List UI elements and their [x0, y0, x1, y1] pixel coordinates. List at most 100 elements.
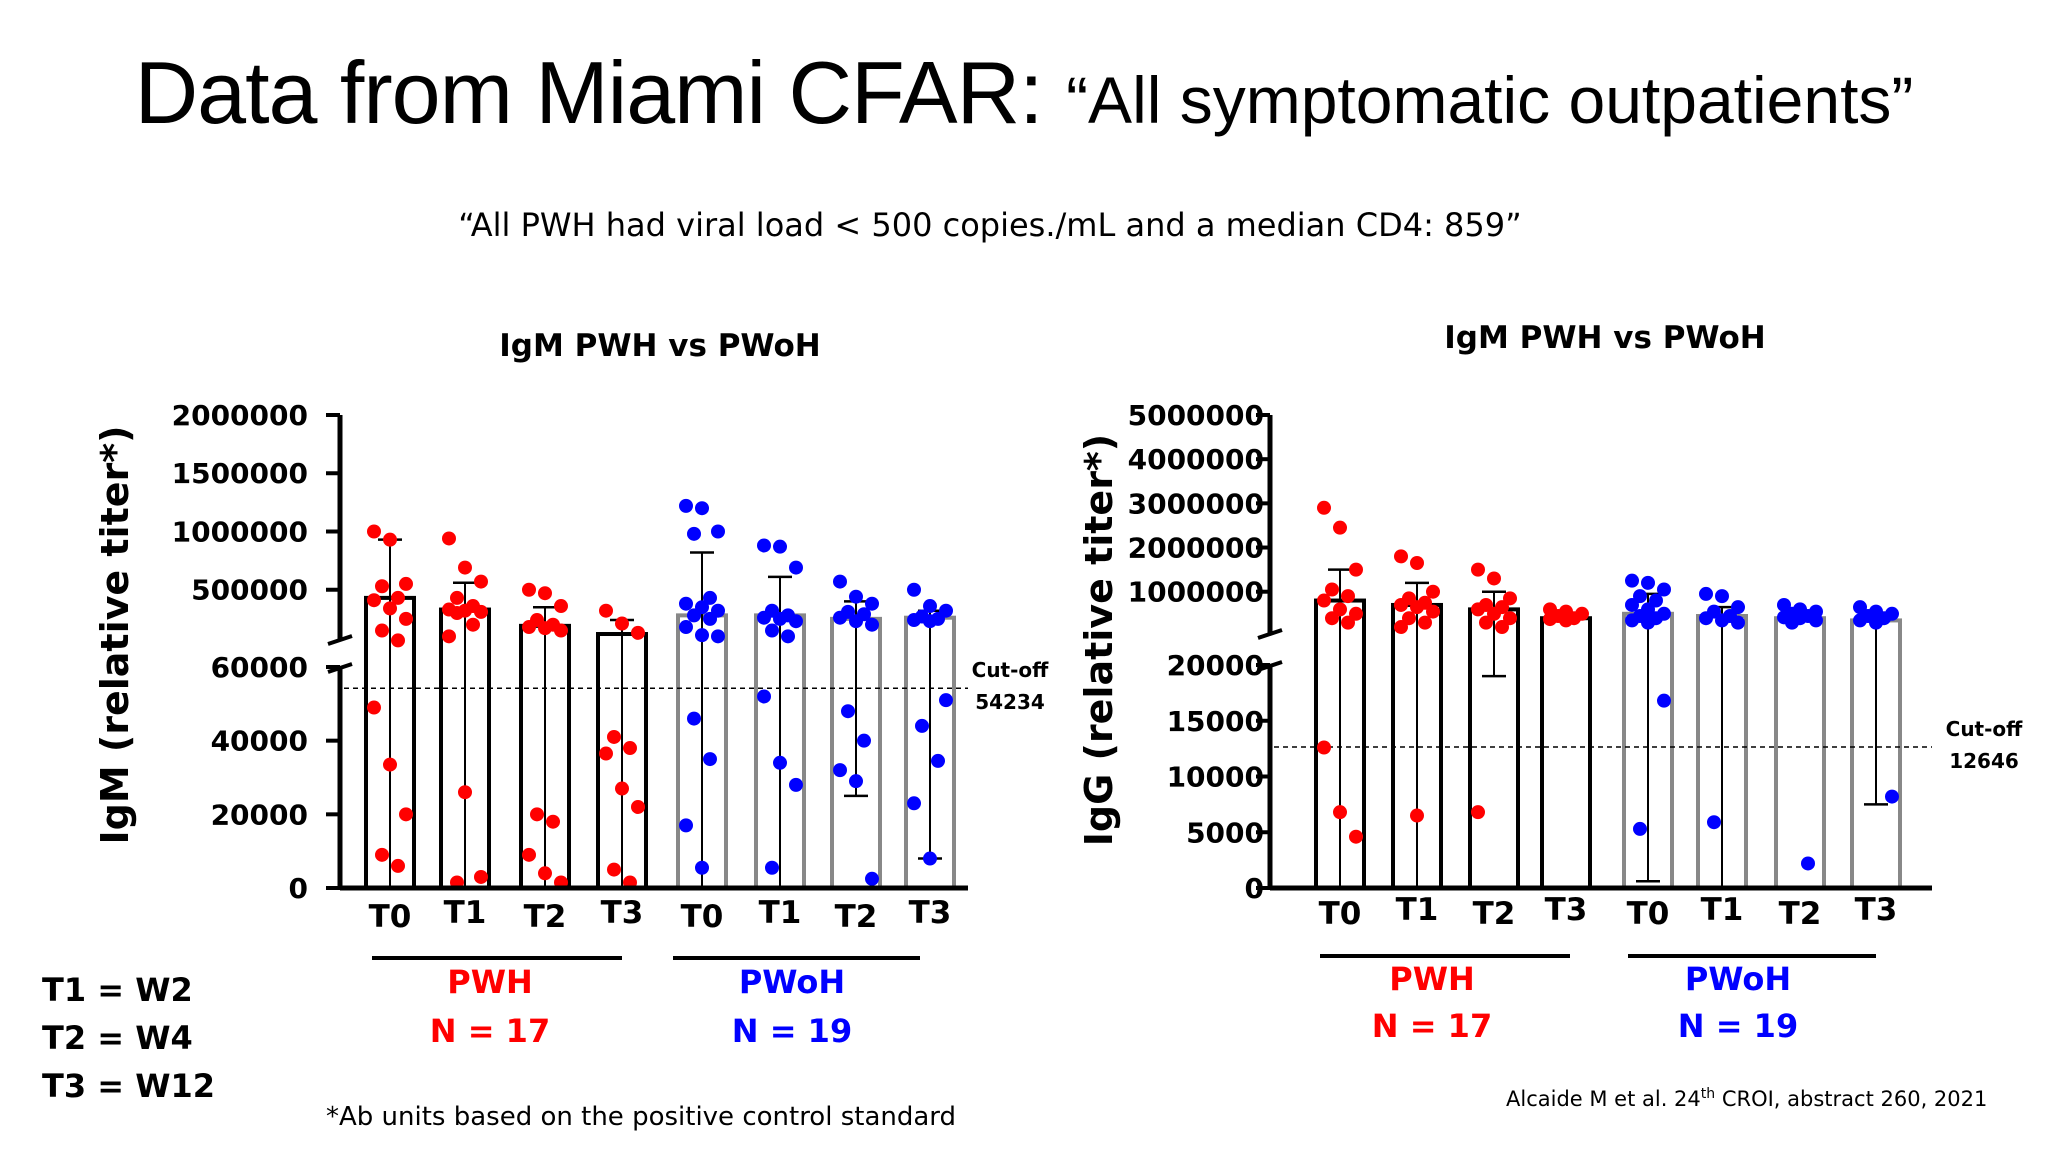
slide-title-quote: “All symptomatic outpatients”	[1066, 63, 1914, 137]
chart1-point-0-3	[375, 579, 389, 594]
chart1-xtick-label-2: T2	[524, 899, 567, 935]
chart1-point-4-10	[679, 620, 693, 635]
chart2-cutoff-label: Cut-off	[1946, 717, 2024, 741]
chart1-yaxis-break-top	[327, 634, 353, 646]
chart2-ytick-label-upper-1: 2000000	[1128, 532, 1264, 565]
chart1-point-6-1	[849, 589, 863, 604]
chart1-point-3-8	[607, 862, 621, 877]
chart2-ytick-label-upper-3: 4000000	[1128, 443, 1264, 476]
chart1-point-3-6	[615, 781, 629, 796]
chart1-point-7-11	[923, 851, 937, 866]
citation-sup: th	[1700, 1086, 1716, 1102]
chart1-point-5-5	[757, 610, 771, 625]
timepoint-legend: T1 = W2 T2 = W4 T3 = W12	[42, 966, 215, 1110]
chart2-group-label-1: PWoH	[1685, 960, 1791, 998]
chart1-point-0-11	[383, 757, 397, 772]
chart1-point-1-0	[442, 531, 456, 546]
chart1-title: IgM PWH vs PWoH	[499, 328, 821, 364]
chart1-point-4-15	[679, 818, 693, 833]
chart2-xtick-label-6: T2	[1779, 896, 1822, 932]
chart2-point-7-5	[1853, 613, 1867, 628]
chart2-point-1-6	[1410, 600, 1424, 615]
chart1-point-1-12	[474, 869, 488, 884]
chart1-point-1-11	[458, 785, 472, 800]
chart2-point-1-5	[1394, 597, 1408, 612]
chart1-point-7-1	[923, 599, 937, 614]
chart2-point-0-1	[1333, 520, 1347, 535]
chart2-point-4-13	[1633, 821, 1647, 836]
chart1-point-5-2	[789, 560, 803, 575]
chart1-point-6-2	[865, 596, 879, 611]
chart1-point-6-9	[857, 733, 871, 748]
chart1-xtick-label-0: T0	[369, 899, 412, 935]
chart1-point-2-6	[538, 621, 552, 636]
chart2-point-7-6	[1869, 615, 1883, 630]
chart2-ytick-label-lower-2: 10000	[1167, 761, 1264, 794]
chart2-point-6-8	[1785, 615, 1799, 630]
chart2-point-2-8	[1479, 615, 1493, 630]
chart1-point-6-7	[865, 617, 879, 632]
chart2-point-2-5	[1471, 602, 1485, 617]
chart2-xtick-label-4: T0	[1627, 896, 1670, 932]
chart1-point-2-10	[522, 847, 536, 862]
chart2-ylabel: IgG (relative titer*)	[1077, 434, 1121, 846]
chart1-point-1-1	[458, 560, 472, 575]
chart1-point-0-13	[375, 847, 389, 862]
chart1-cutoff-value: 54234	[975, 690, 1045, 714]
chart2-cutoff-value: 12646	[1949, 749, 2019, 773]
chart1-point-4-4	[703, 590, 717, 605]
chart1-xtick-label-7: T3	[909, 895, 952, 931]
chart1-point-1-10	[442, 629, 456, 644]
chart2-point-5-7	[1731, 615, 1745, 630]
chart1-point-0-9	[391, 633, 405, 648]
chart1-point-2-7	[554, 623, 568, 638]
citation-text: Alcaide M et al. 24	[1506, 1087, 1701, 1111]
chart1-point-6-5	[833, 610, 847, 625]
chart1-ytick-label-upper-3: 2000000	[172, 399, 308, 432]
chart1-point-4-3	[687, 526, 701, 541]
chart1-point-0-14	[391, 858, 405, 873]
footnote: *Ab units based on the positive control …	[326, 1102, 957, 1132]
chart2-group-n-1: N = 19	[1678, 1007, 1798, 1045]
chart2-point-0-5	[1317, 593, 1331, 608]
chart2-point-2-10	[1471, 805, 1485, 820]
chart2-point-0-12	[1349, 829, 1363, 844]
chart2-point-1-2	[1426, 584, 1440, 599]
chart1-point-1-8	[450, 606, 464, 621]
chart1-group-label-0: PWH	[447, 963, 533, 1001]
chart2-bar-6	[1774, 616, 1826, 890]
chart2-point-5-1	[1715, 589, 1729, 604]
chart1-point-2-0	[522, 582, 536, 597]
chart2-point-5-6	[1715, 613, 1729, 628]
chart2-point-5-0	[1699, 586, 1713, 601]
chart1-point-2-11	[538, 866, 552, 881]
chart1-point-4-12	[711, 629, 725, 644]
chart2-bar-3	[1540, 616, 1592, 890]
chart1-point-4-2	[711, 524, 725, 539]
chart2-point-5-8	[1707, 815, 1721, 830]
chart1-point-4-8	[687, 608, 701, 623]
chart2-xtick-label-2: T2	[1473, 896, 1516, 932]
chart1-point-0-8	[375, 623, 389, 638]
chart2-point-0-4	[1341, 589, 1355, 604]
chart1-point-5-0	[757, 538, 771, 553]
chart1-point-0-10	[367, 700, 381, 715]
chart2-point-1-1	[1410, 555, 1424, 570]
chart2-group-label-0: PWH	[1389, 960, 1475, 998]
chart1-ylabel: IgM (relative titer*)	[93, 425, 137, 844]
chart2-point-0-3	[1325, 582, 1339, 597]
chart1-point-2-2	[554, 599, 568, 614]
chart1-point-0-12	[399, 807, 413, 822]
chart1-point-3-0	[599, 603, 613, 618]
chart1-group-label-1: PWoH	[739, 963, 845, 1001]
chart1-point-4-0	[679, 498, 693, 513]
chart1-cutoff-label: Cut-off	[972, 658, 1050, 682]
chart1-point-3-5	[599, 746, 613, 761]
chart2-ytick-label-lower-4: 20000	[1167, 649, 1264, 682]
chart1-point-6-6	[849, 614, 863, 629]
chart1-point-3-1	[615, 616, 629, 631]
chart1-ytick-label-lower-3: 60000	[211, 651, 308, 684]
chart2-point-2-1	[1487, 571, 1501, 586]
chart1-xtick-label-5: T1	[759, 895, 802, 931]
